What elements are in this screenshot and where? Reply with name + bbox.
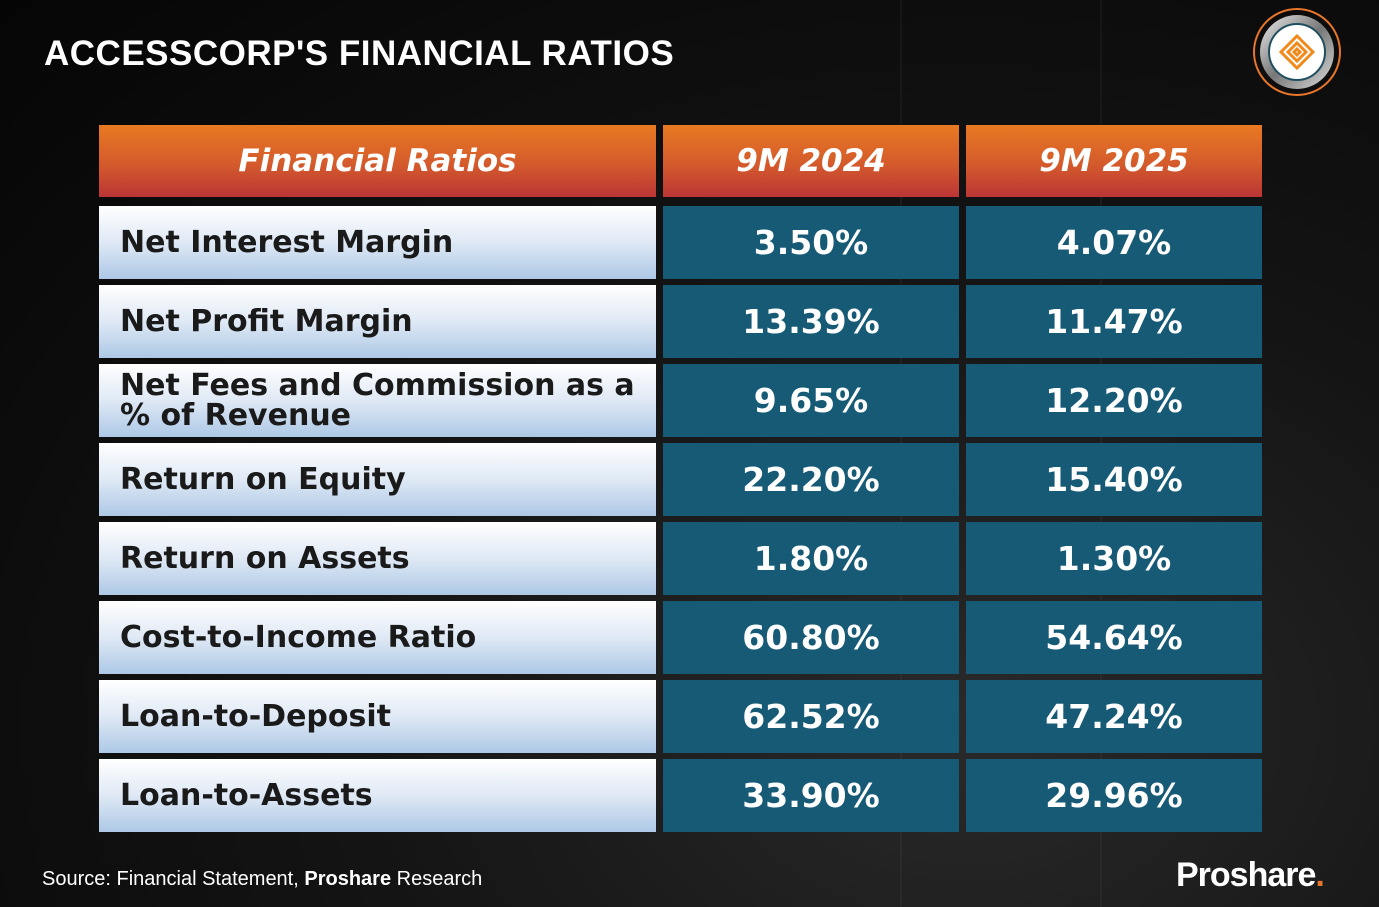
table-row: Net Profit Margin 13.39% 11.47% — [99, 285, 1262, 358]
value-9m-2024: 1.80% — [663, 522, 959, 595]
ratio-label: Net Fees and Commission as a % of Revenu… — [99, 364, 656, 437]
proshare-logo: Proshare. — [1176, 856, 1325, 895]
ratio-label: Cost-to-Income Ratio — [99, 601, 656, 674]
value-9m-2024: 60.80% — [663, 601, 959, 674]
ratio-label: Return on Equity — [99, 443, 656, 516]
table-row: Net Interest Margin 3.50% 4.07% — [99, 206, 1262, 279]
financial-ratios-table: Financial Ratios 9M 2024 9M 2025 Net Int… — [99, 125, 1262, 838]
accesscorp-logo — [1253, 8, 1341, 96]
value-9m-2025: 4.07% — [966, 206, 1262, 279]
source-bold: Proshare — [304, 868, 392, 890]
value-9m-2025: 12.20% — [966, 364, 1262, 437]
table-row: Return on Assets 1.80% 1.30% — [99, 522, 1262, 595]
value-9m-2025: 11.47% — [966, 285, 1262, 358]
table-row: Loan-to-Deposit 62.52% 47.24% — [99, 680, 1262, 753]
source-note: Source: Financial Statement, Proshare Re… — [42, 868, 482, 891]
value-9m-2024: 13.39% — [663, 285, 959, 358]
diamond-logo-icon — [1278, 33, 1316, 71]
value-9m-2025: 1.30% — [966, 522, 1262, 595]
column-header: 9M 2025 — [966, 125, 1262, 197]
page-title: ACCESSCORP'S FINANCIAL RATIOS — [44, 34, 675, 73]
value-9m-2025: 47.24% — [966, 680, 1262, 753]
value-9m-2024: 9.65% — [663, 364, 959, 437]
ratio-label: Net Interest Margin — [99, 206, 656, 279]
value-9m-2025: 15.40% — [966, 443, 1262, 516]
ratio-label: Return on Assets — [99, 522, 656, 595]
value-9m-2024: 22.20% — [663, 443, 959, 516]
source-prefix: Source: Financial Statement, — [42, 868, 305, 890]
value-9m-2025: 29.96% — [966, 759, 1262, 832]
table-row: Cost-to-Income Ratio 60.80% 54.64% — [99, 601, 1262, 674]
value-9m-2024: 62.52% — [663, 680, 959, 753]
ratio-label: Loan-to-Deposit — [99, 680, 656, 753]
column-header: 9M 2024 — [663, 125, 959, 197]
table-row: Net Fees and Commission as a % of Revenu… — [99, 364, 1262, 437]
table-row: Return on Equity 22.20% 15.40% — [99, 443, 1262, 516]
ratio-label: Loan-to-Assets — [99, 759, 656, 832]
table-row: Loan-to-Assets 33.90% 29.96% — [99, 759, 1262, 832]
ratio-label: Net Profit Margin — [99, 285, 656, 358]
brand-text: Proshare — [1176, 856, 1316, 894]
value-9m-2025: 54.64% — [966, 601, 1262, 674]
source-suffix: Research — [391, 868, 483, 890]
table-header-row: Financial Ratios 9M 2024 9M 2025 — [99, 125, 1262, 197]
brand-dot: . — [1315, 856, 1325, 894]
column-header: Financial Ratios — [99, 125, 656, 197]
value-9m-2024: 33.90% — [663, 759, 959, 832]
value-9m-2024: 3.50% — [663, 206, 959, 279]
